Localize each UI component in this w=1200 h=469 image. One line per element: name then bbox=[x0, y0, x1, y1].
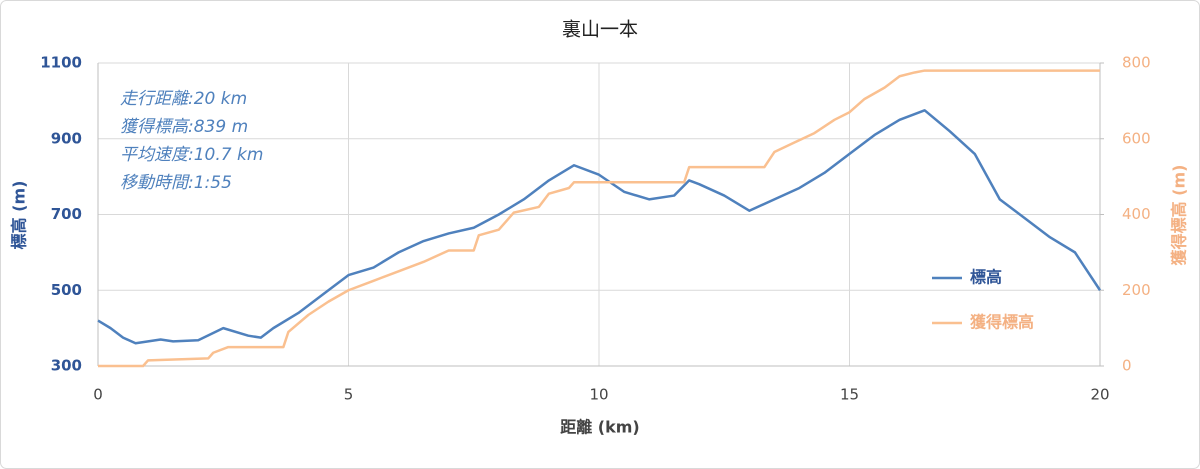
y2-tick-label: 200 bbox=[1122, 281, 1151, 299]
y2-tick-label: 600 bbox=[1122, 129, 1151, 147]
x-axis-label: 距離 (km) bbox=[560, 418, 640, 437]
x-tick-label: 20 bbox=[1090, 386, 1109, 404]
y2-tick-label: 400 bbox=[1122, 205, 1151, 223]
y2-tick-label: 0 bbox=[1122, 357, 1132, 375]
x-tick-label: 15 bbox=[840, 386, 859, 404]
y-tick-label: 900 bbox=[51, 129, 82, 147]
legend-label: 獲得標高 bbox=[970, 313, 1034, 332]
y-tick-label: 1100 bbox=[40, 54, 82, 72]
y2-axis-label: 獲得標高 (m) bbox=[1170, 165, 1189, 266]
x-tick-label: 0 bbox=[93, 386, 103, 404]
chart-title: 裏山一本 bbox=[562, 19, 638, 41]
y-axis-label: 標高 (m) bbox=[10, 181, 29, 250]
annotation: 獲得標高:839 m bbox=[120, 117, 248, 137]
x-tick-label: 10 bbox=[589, 386, 608, 404]
y-tick-label: 300 bbox=[51, 357, 82, 375]
annotation: 移動時間:1:55 bbox=[120, 173, 232, 193]
annotation: 平均速度:10.7 km bbox=[120, 145, 263, 165]
line bbox=[97, 109, 1102, 345]
x-tick-label: 5 bbox=[344, 386, 354, 404]
legend-label: 標高 bbox=[970, 268, 1002, 287]
line bbox=[98, 69, 1100, 368]
y-tick-label: 500 bbox=[51, 281, 82, 299]
y2-tick-label: 800 bbox=[1122, 54, 1151, 72]
y-tick-label: 700 bbox=[51, 205, 82, 223]
annotation: 走行距離:20 km bbox=[120, 89, 247, 109]
